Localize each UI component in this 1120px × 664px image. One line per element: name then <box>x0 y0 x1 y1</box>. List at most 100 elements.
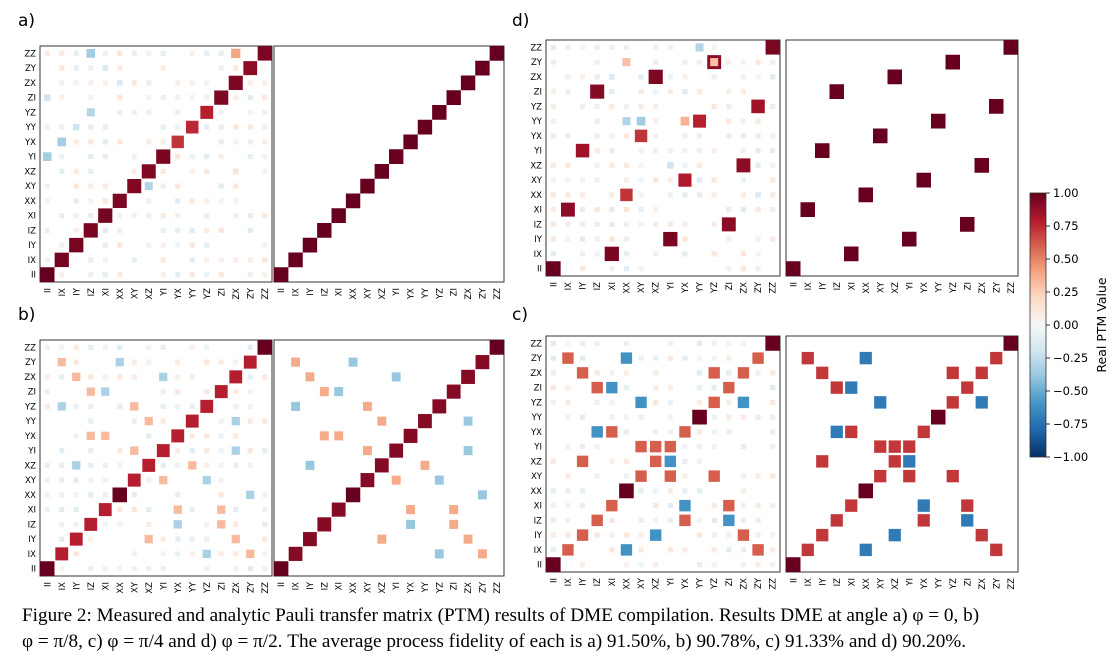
ptm-cell <box>73 551 79 557</box>
ptm-cell <box>711 251 717 257</box>
ptm-cell <box>786 261 801 276</box>
ptm-cell <box>44 403 50 409</box>
ptm-cell <box>634 129 648 143</box>
ptm-cell <box>101 431 110 441</box>
ptm-cell <box>726 133 732 139</box>
x-tick-label: XI <box>847 578 857 586</box>
ptm-cell <box>770 74 776 80</box>
x-tick-label: XX <box>622 578 632 590</box>
ptm-cell <box>83 223 98 238</box>
ptm-cell <box>550 89 556 95</box>
ptm-cell <box>770 236 776 242</box>
ptm-cell <box>565 74 571 80</box>
ptm-cell <box>726 532 732 538</box>
ptm-cell <box>44 389 50 395</box>
ptm-cell <box>594 177 600 183</box>
x-tick-label: YX <box>174 582 184 594</box>
ptm-cell <box>189 80 195 86</box>
ptm-cell <box>576 455 589 468</box>
ptm-cell <box>682 74 688 80</box>
ptm-cell <box>173 505 182 514</box>
ptm-cell <box>233 183 239 189</box>
ptm-cell <box>609 89 615 95</box>
ptm-cell <box>117 272 123 278</box>
x-tick-label: YZ <box>203 582 213 594</box>
ptm-cell <box>146 521 152 527</box>
ptm-cell <box>86 108 95 117</box>
ptm-cell <box>903 455 916 468</box>
ptm-cell <box>218 109 224 115</box>
ptm-cell <box>623 162 629 168</box>
ptm-cell <box>653 133 659 139</box>
ptm-cell <box>73 344 79 350</box>
ptm-cell <box>623 414 629 420</box>
ptm-cell <box>175 389 181 395</box>
ptm-cell <box>711 221 717 227</box>
ptm-cell <box>262 242 268 248</box>
ptm-cell <box>682 444 688 450</box>
ptm-cell <box>638 547 644 553</box>
ptm-cell <box>88 139 94 145</box>
ptm-cell <box>737 367 750 379</box>
ptm-cell <box>960 217 975 232</box>
ptm-cell <box>638 414 644 420</box>
ptm-cell <box>755 148 761 154</box>
ptm-cell <box>131 109 137 115</box>
x-tick-label: XX <box>116 582 126 594</box>
ptm-cell <box>858 187 873 203</box>
ptm-cell <box>711 103 717 109</box>
ptm-cell <box>175 154 181 160</box>
ptm-cell <box>59 492 65 498</box>
ptm-cell <box>580 236 586 242</box>
ptm-cell <box>770 399 776 405</box>
ptm-cell <box>697 444 703 450</box>
panel-b: b) II IX IY IZ XI XX XY XZ YI YX YY YZ ZI ZX ZY ZZ II IX IY… <box>18 305 505 594</box>
ptm-cell <box>653 207 659 213</box>
ptm-cell <box>40 267 55 282</box>
ptm-cell <box>86 431 95 441</box>
ptm-cell <box>680 116 690 126</box>
ptm-cell <box>262 492 268 498</box>
x-tick-label: XX <box>862 282 872 294</box>
ptm-cell <box>160 124 166 130</box>
ptm-cell <box>233 124 239 130</box>
ptm-cell <box>146 139 152 145</box>
ptm-cell <box>204 168 210 174</box>
ptm-cell <box>752 544 764 556</box>
ptm-cell <box>189 374 195 380</box>
ptm-cell <box>682 59 688 65</box>
ptm-cell <box>247 139 253 145</box>
ptm-cell <box>59 566 65 572</box>
ptm-cell <box>391 372 401 382</box>
ptm-cell <box>204 344 210 350</box>
ptm-cell <box>59 462 65 468</box>
ptm-cell <box>233 65 239 71</box>
ptm-cell <box>69 237 84 253</box>
ptm-cell <box>623 473 629 479</box>
y-tick-label: ZX <box>530 369 542 379</box>
y-tick-label: YI <box>533 443 542 453</box>
ptm-cell <box>903 469 916 483</box>
ptm-cell <box>710 58 719 67</box>
ptm-cell <box>102 154 108 160</box>
ptm-cell <box>131 359 137 365</box>
ptm-cell <box>160 168 166 174</box>
ptm-cell <box>446 90 461 105</box>
colorbar-tick-label: −0.25 <box>1053 351 1088 365</box>
ptm-cell <box>233 139 239 145</box>
ptm-cell <box>726 355 732 361</box>
heatmap-analytic: II IX IY IZ XI XX XY XZ YI YX YY YZ ZI ZX ZY ZZ <box>785 335 1019 590</box>
ptm-cell <box>565 340 571 346</box>
x-tick-label: ZZ <box>261 288 271 300</box>
x-tick-label: IX <box>804 282 814 291</box>
ptm-cell <box>575 143 590 158</box>
ptm-cell <box>247 124 253 130</box>
ptm-cell <box>736 158 751 173</box>
ptm-cell <box>204 242 210 248</box>
ptm-cell <box>667 385 673 391</box>
colorbar: 1.00 0.75 0.50 0.25 0.00 −0.25 −0.50 −0.75 −1.00… <box>1029 186 1109 464</box>
ptm-cell <box>86 49 96 58</box>
x-tick-label: YZ <box>710 282 720 294</box>
ptm-cell <box>319 387 329 397</box>
ptm-cell <box>317 223 332 238</box>
